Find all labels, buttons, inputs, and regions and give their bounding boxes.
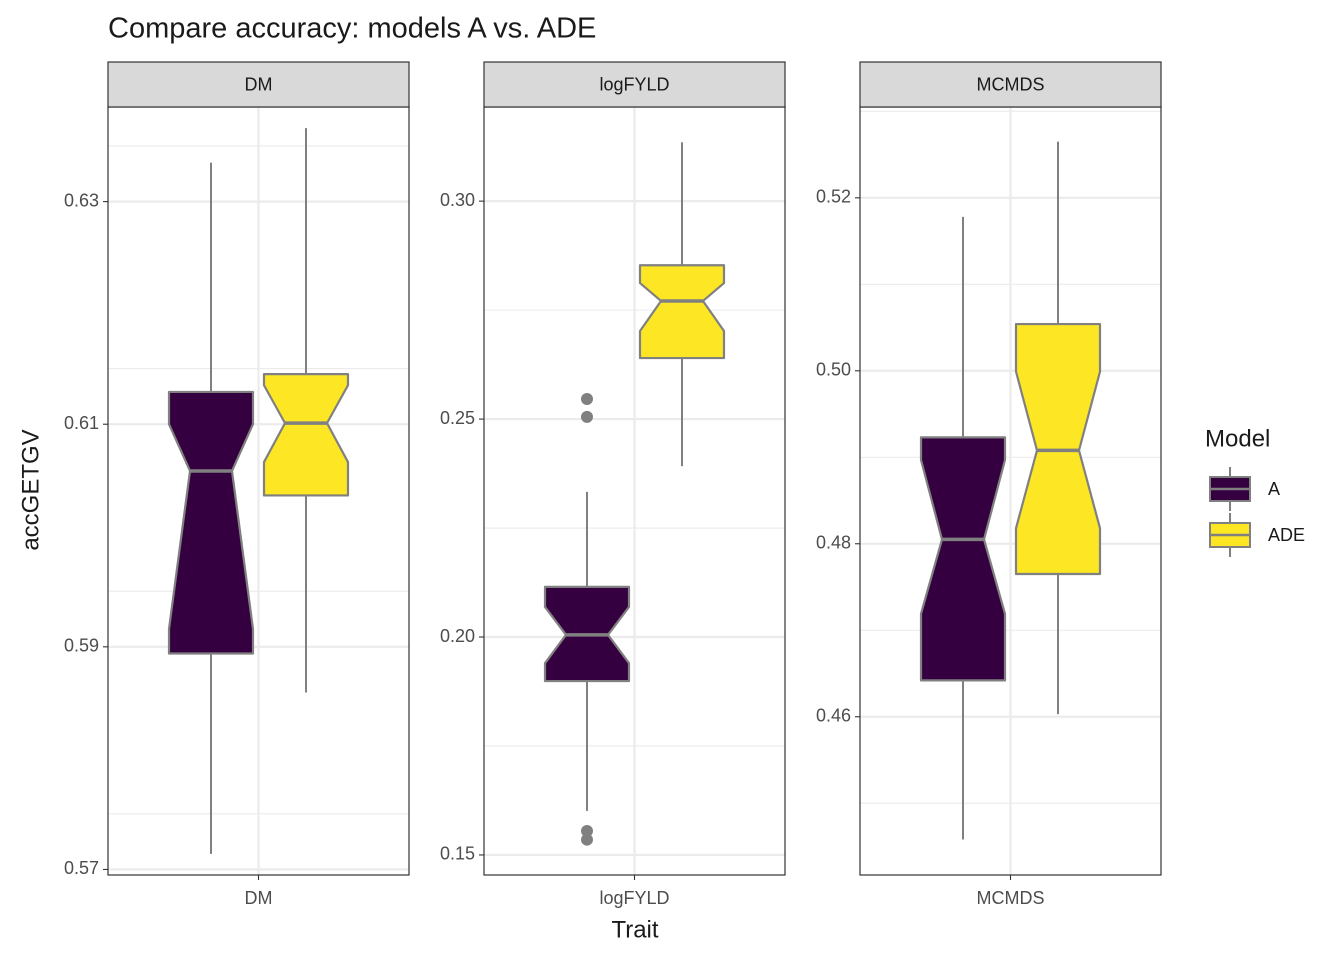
box xyxy=(919,436,1007,682)
facet-label: MCMDS xyxy=(977,74,1045,94)
facet-strip xyxy=(483,61,786,108)
x-axis-title: Trait xyxy=(611,916,658,943)
x-tick-label: DM xyxy=(245,888,273,908)
facet-strip xyxy=(859,61,1162,108)
y-tick-label: 0.46 xyxy=(816,705,851,725)
y-tick-label: 0.30 xyxy=(440,190,475,210)
outlier xyxy=(581,824,593,837)
box xyxy=(638,264,726,360)
outlier xyxy=(581,833,593,846)
y-tick-label: 0.15 xyxy=(440,844,475,864)
x-tick-label: MCMDS xyxy=(977,888,1045,908)
y-tick-label: 0.50 xyxy=(816,360,851,380)
x-tick-label: logFYLD xyxy=(599,888,669,908)
legend-title: Model xyxy=(1205,425,1270,452)
y-tick-label: 0.20 xyxy=(440,626,475,646)
facet-label: logFYLD xyxy=(599,74,669,94)
box xyxy=(167,390,255,655)
y-tick-label: 0.59 xyxy=(64,636,99,656)
y-tick-label: 0.61 xyxy=(64,413,99,433)
outlier xyxy=(581,393,593,406)
facet-label: DM xyxy=(245,74,273,94)
outlier xyxy=(581,410,593,423)
box xyxy=(262,373,350,497)
y-tick-label: 0.48 xyxy=(816,533,851,553)
y-tick-label: 0.63 xyxy=(64,190,99,210)
legend-label: A xyxy=(1268,479,1280,499)
y-tick-label: 0.25 xyxy=(440,408,475,428)
legend-label: ADE xyxy=(1268,525,1305,545)
y-tick-label: 0.57 xyxy=(64,858,99,878)
chart-title: Compare accuracy: models A vs. ADE xyxy=(108,13,596,45)
facet-strip xyxy=(107,61,410,108)
y-tick-label: 0.52 xyxy=(816,187,851,207)
y-axis-title: accGETGV xyxy=(17,429,44,550)
